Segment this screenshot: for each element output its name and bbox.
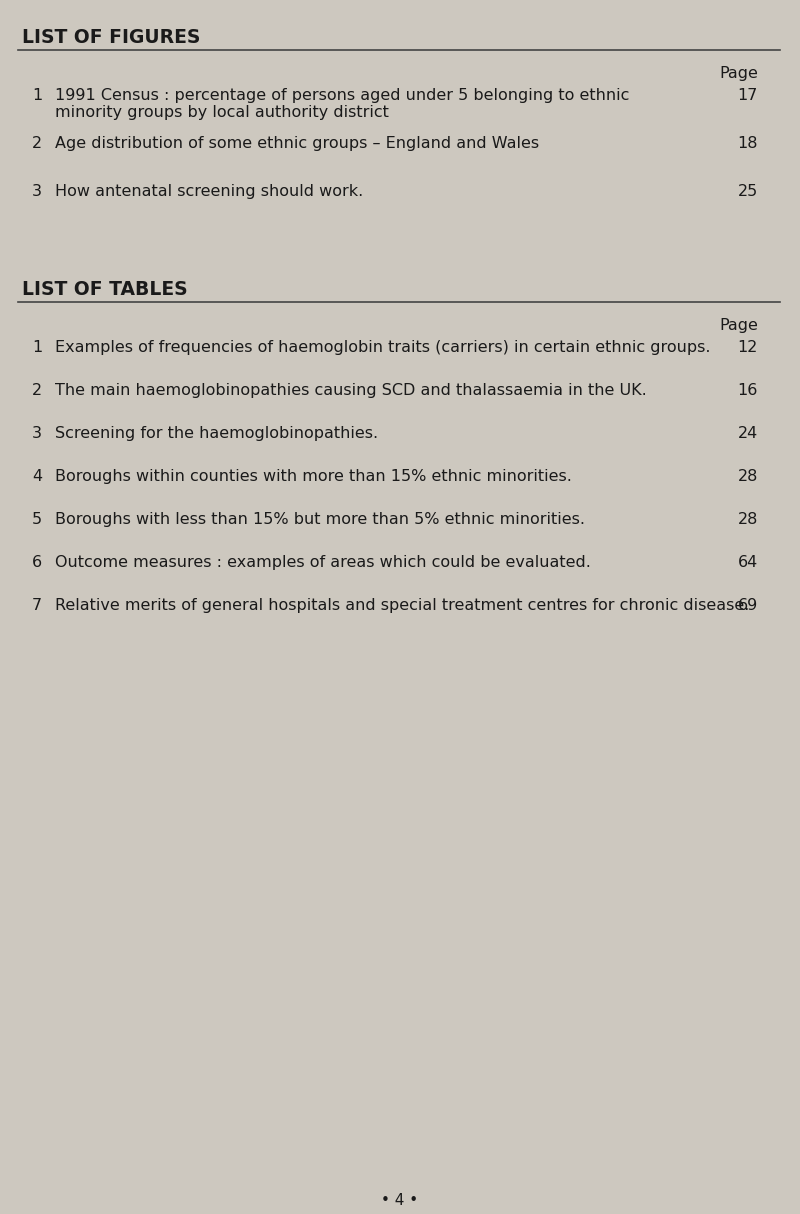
Text: 64: 64 <box>738 555 758 571</box>
Text: 28: 28 <box>738 512 758 527</box>
Text: Age distribution of some ethnic groups – England and Wales: Age distribution of some ethnic groups –… <box>55 136 539 151</box>
Text: Relative merits of general hospitals and special treatment centres for chronic d: Relative merits of general hospitals and… <box>55 599 750 613</box>
Text: Examples of frequencies of haemoglobin traits (carriers) in certain ethnic group: Examples of frequencies of haemoglobin t… <box>55 340 710 354</box>
Text: LIST OF TABLES: LIST OF TABLES <box>22 280 188 299</box>
Text: 5: 5 <box>32 512 42 527</box>
Text: 1991 Census : percentage of persons aged under 5 belonging to ethnic: 1991 Census : percentage of persons aged… <box>55 87 630 103</box>
Text: 3: 3 <box>32 426 42 441</box>
Text: 24: 24 <box>738 426 758 441</box>
Text: 18: 18 <box>738 136 758 151</box>
Text: How antenatal screening should work.: How antenatal screening should work. <box>55 185 363 199</box>
Text: Outcome measures : examples of areas which could be evaluated.: Outcome measures : examples of areas whi… <box>55 555 591 571</box>
Text: Page: Page <box>719 66 758 81</box>
Text: 1: 1 <box>32 340 42 354</box>
Text: 28: 28 <box>738 469 758 484</box>
Text: minority groups by local authority district: minority groups by local authority distr… <box>55 104 389 120</box>
Text: • 4 •: • 4 • <box>382 1193 418 1208</box>
Text: The main haemoglobinopathies causing SCD and thalassaemia in the UK.: The main haemoglobinopathies causing SCD… <box>55 382 646 398</box>
Text: 4: 4 <box>32 469 42 484</box>
Text: Page: Page <box>719 318 758 333</box>
Text: 7: 7 <box>32 599 42 613</box>
Text: Boroughs within counties with more than 15% ethnic minorities.: Boroughs within counties with more than … <box>55 469 572 484</box>
Text: 3: 3 <box>32 185 42 199</box>
Text: 69: 69 <box>738 599 758 613</box>
Text: Screening for the haemoglobinopathies.: Screening for the haemoglobinopathies. <box>55 426 378 441</box>
Text: 25: 25 <box>738 185 758 199</box>
Text: 16: 16 <box>738 382 758 398</box>
Text: 1: 1 <box>32 87 42 103</box>
Text: Boroughs with less than 15% but more than 5% ethnic minorities.: Boroughs with less than 15% but more tha… <box>55 512 585 527</box>
Text: 6: 6 <box>32 555 42 571</box>
Text: 12: 12 <box>738 340 758 354</box>
Text: 17: 17 <box>738 87 758 103</box>
Text: 2: 2 <box>32 136 42 151</box>
Text: 2: 2 <box>32 382 42 398</box>
Text: LIST OF FIGURES: LIST OF FIGURES <box>22 28 200 47</box>
